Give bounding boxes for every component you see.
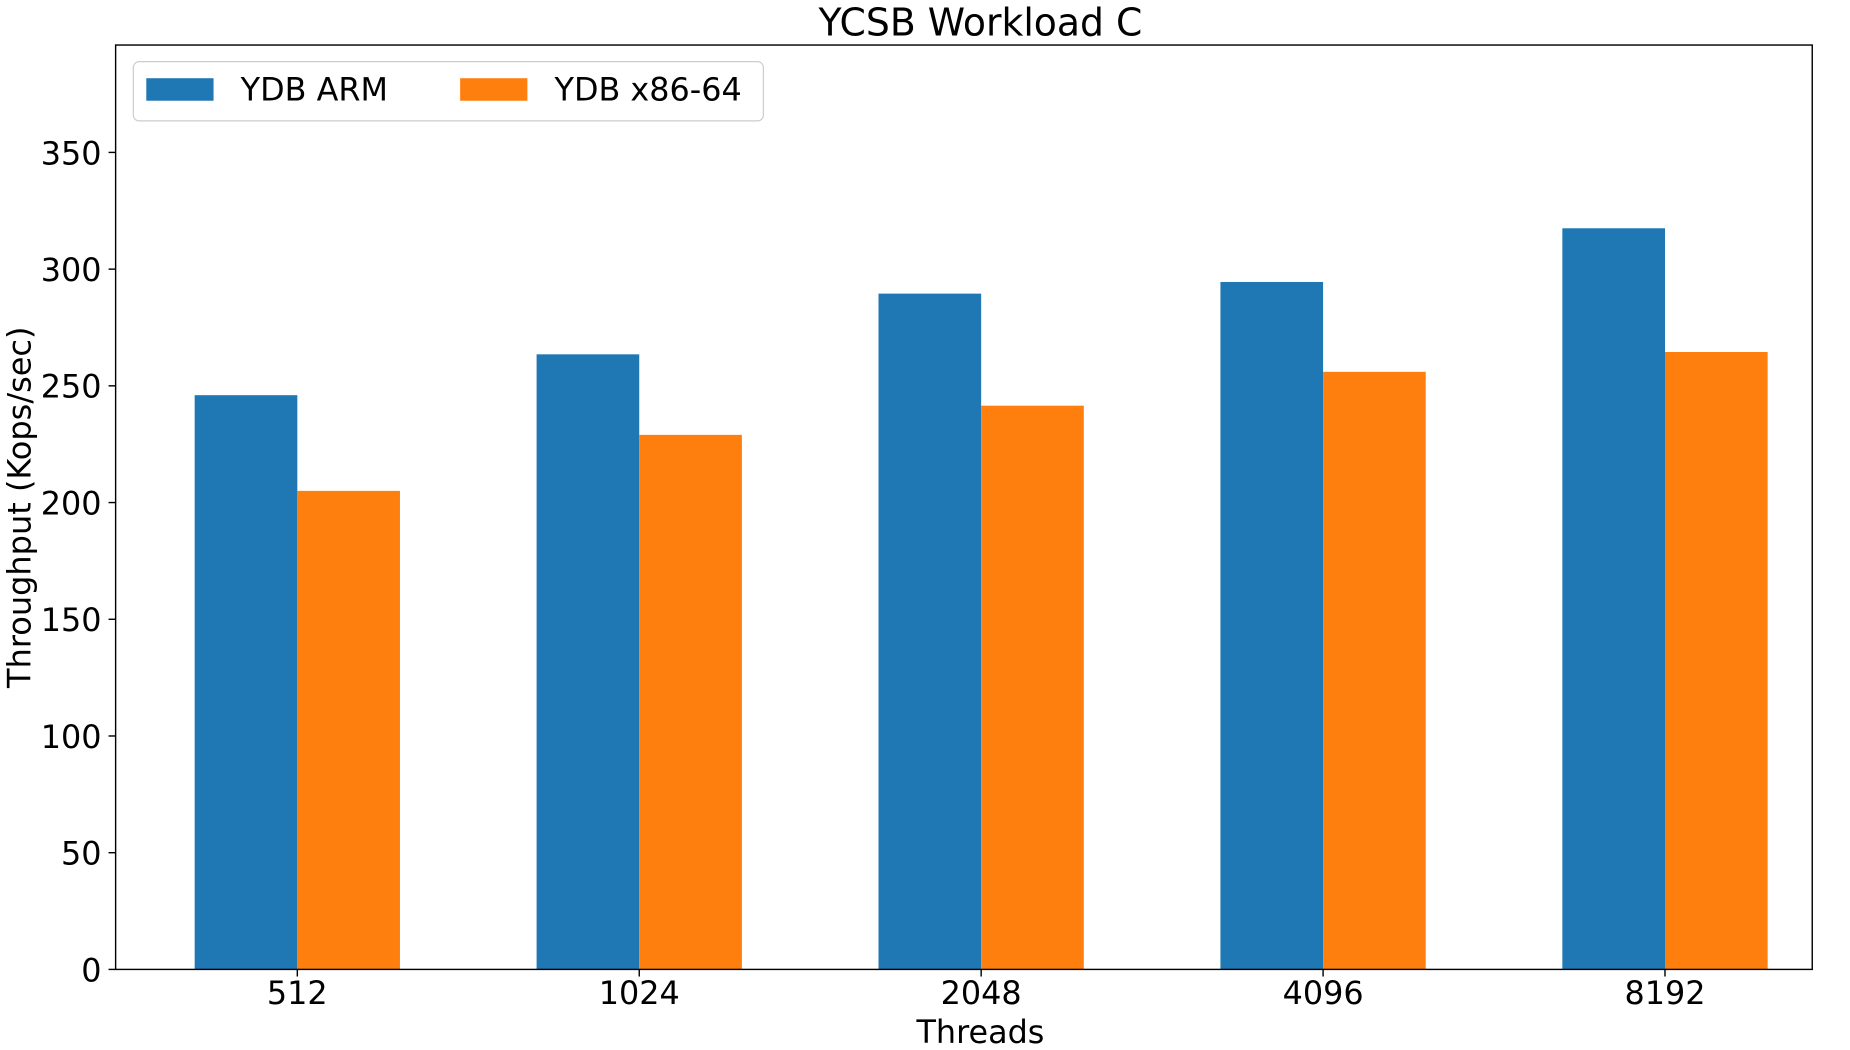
legend-label-arm: YDB ARM [240,71,388,109]
bar-x86-2048 [981,405,1084,970]
bar-arm-1024 [536,354,640,970]
y-tick-label: 50 [61,834,102,872]
legend: YDB ARM YDB x86-64 [132,61,764,122]
bar-x86-512 [297,490,400,970]
x-axis: 512 1024 2048 4096 8192 [267,969,1706,1012]
legend-swatch-x86 [460,78,528,101]
bar-arm-8192 [1562,228,1665,970]
x-tick-label: 1024 [599,974,680,1012]
legend-box [132,61,764,122]
y-tick-label: 350 [41,134,102,172]
x-tick-label: 512 [267,974,328,1012]
y-tick-label: 0 [81,951,101,989]
bars-group [194,228,1768,970]
bar-arm-2048 [878,293,982,970]
plot-frame [114,44,1813,971]
y-tick-label: 150 [41,601,102,639]
y-axis: 0 50 100 150 200 250 300 350 [41,134,116,989]
y-tick-label: 300 [41,251,102,289]
y-axis-label: Throughput (Kops/sec) [1,326,39,688]
bar-x86-4096 [1323,371,1426,970]
bar-arm-512 [194,395,298,970]
legend-swatch-arm [146,78,214,101]
y-tick-label: 250 [41,368,102,406]
x-axis-label: Threads [916,1013,1045,1050]
bar-x86-1024 [639,434,742,970]
x-tick-label: 2048 [941,974,1022,1012]
x-tick-label: 8192 [1624,974,1705,1012]
bar-x86-8192 [1665,351,1768,970]
legend-label-x86: YDB x86-64 [554,71,742,109]
x-tick-label: 4096 [1283,974,1364,1012]
y-tick-label: 100 [41,718,102,756]
y-tick-label: 200 [41,484,102,522]
chart-title: YCSB Workload C [818,0,1143,44]
bar-arm-4096 [1220,281,1324,970]
